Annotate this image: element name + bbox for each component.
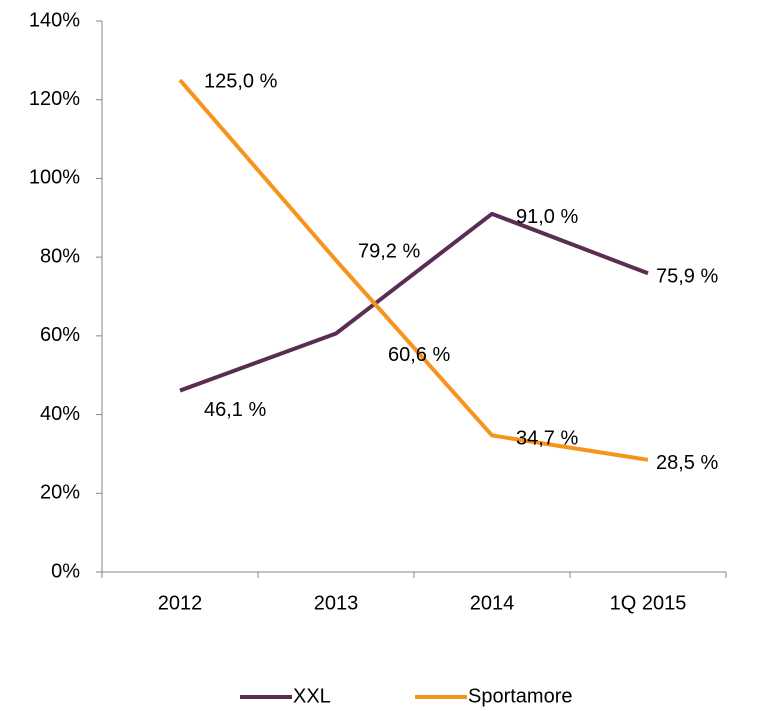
x-tick-label: 2012 — [158, 592, 203, 614]
series-line — [179, 211, 649, 393]
y-tick-label: 0% — [51, 560, 80, 582]
x-tick-label: 2013 — [314, 592, 359, 614]
legend-label: Sportamore — [468, 685, 573, 707]
y-tick-label: 40% — [40, 403, 80, 425]
legend-label: XXL — [293, 685, 331, 707]
x-tick-label: 1Q 2015 — [610, 592, 687, 614]
data-label: 75,9 % — [656, 266, 718, 288]
y-tick-label: 20% — [40, 482, 80, 504]
data-label: 91,0 % — [516, 206, 578, 228]
y-tick-label: 120% — [29, 88, 80, 110]
y-tick-label: 60% — [40, 324, 80, 346]
data-label: 79,2 % — [358, 241, 420, 263]
data-label: 28,5 % — [656, 452, 718, 474]
data-label: 34,7 % — [516, 428, 578, 450]
data-label: 60,6 % — [388, 344, 450, 366]
y-tick-label: 100% — [29, 167, 80, 189]
data-label: 46,1 % — [204, 399, 266, 421]
x-tick-label: 2014 — [470, 592, 515, 614]
series-line — [178, 78, 649, 462]
y-tick-label: 140% — [29, 9, 80, 31]
y-tick-label: 80% — [40, 245, 80, 267]
data-label: 125,0 % — [204, 70, 278, 92]
